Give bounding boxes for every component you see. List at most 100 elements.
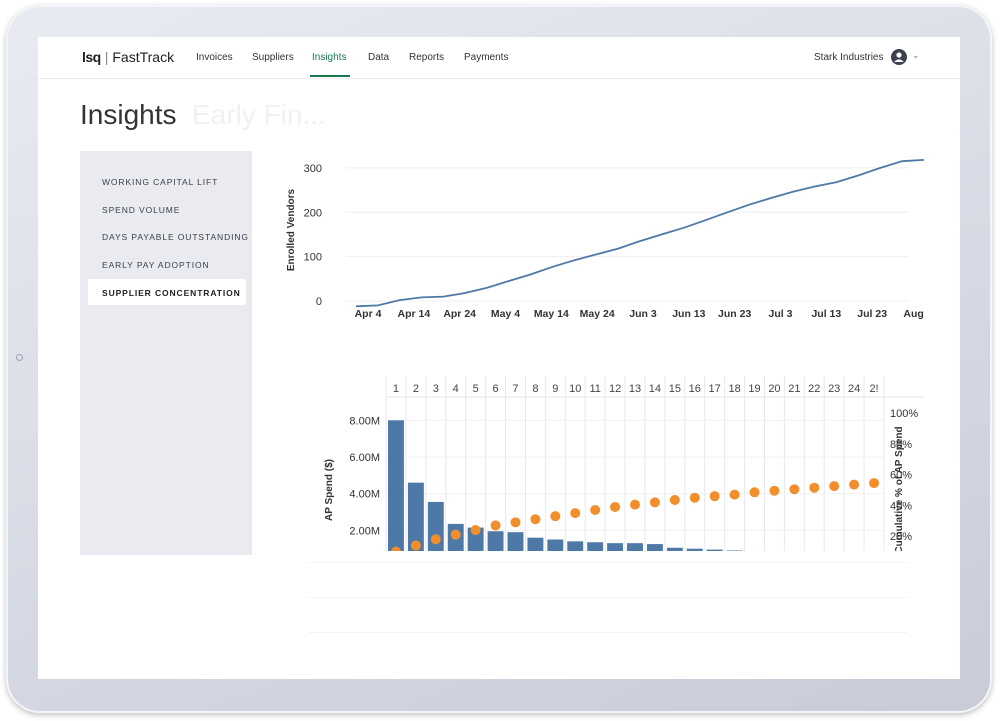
divider (308, 632, 908, 633)
bar-category-label: 9 (552, 383, 558, 395)
line-chart-xtick-label: May 24 (580, 308, 615, 320)
tab-payments[interactable]: Payments (464, 52, 509, 63)
bar-category-label: 1 (393, 383, 399, 395)
line-chart-xtick-label: Apr 14 (397, 308, 430, 320)
insights-sidebar: WORKING CAPITAL LIFT SPEND VOLUME DAYS P… (80, 151, 252, 555)
bar-category-label: 22 (808, 383, 820, 395)
logo-separator: | (104, 49, 109, 65)
ap-spend-bar (388, 420, 404, 551)
sidebar-item-spend-volume[interactable]: SPEND VOLUME (102, 205, 181, 215)
ap-spend-bar (567, 541, 584, 551)
divider (308, 562, 908, 563)
cumulative-percent-dot (809, 482, 820, 493)
bar-category-label: 16 (689, 383, 701, 395)
insights-charts: 0 100 200 300 Enrolled Vendors Apr 4 Apr 14 Apr… (286, 159, 924, 551)
tab-data[interactable]: Data (368, 52, 390, 63)
cumulative-percent-dot (410, 540, 421, 551)
ap-spend-bar (467, 527, 484, 551)
cumulative-percent-dot (470, 525, 481, 536)
cumulative-percent-dot (550, 511, 561, 522)
bar-category-label: 2 (413, 383, 419, 395)
line-chart-xtick-label: Jul 3 (769, 308, 793, 320)
tab-insights[interactable]: Insights (312, 52, 347, 63)
bar-category-label: 3 (433, 383, 439, 395)
ap-spend-bar (706, 549, 723, 551)
line-chart-xtick-label: Apr 24 (443, 308, 476, 320)
ap-spend-bar (407, 482, 424, 551)
bar-category-label: 10 (569, 383, 581, 395)
sidebar-item-early-pay-adoption[interactable]: EARLY PAY ADOPTION (102, 260, 210, 270)
tab-suppliers[interactable]: Suppliers (252, 52, 294, 63)
user-avatar-icon[interactable] (891, 49, 907, 65)
bar-category-label: 11 (589, 383, 600, 395)
cumulative-percent-dot (829, 481, 840, 492)
bar-category-label: 8 (532, 383, 538, 395)
cumulative-percent-dot (450, 529, 461, 540)
cumulative-percent-dot (789, 484, 800, 495)
line-chart-ytick-label: 200 (304, 207, 322, 219)
line-chart-ylabel: Enrolled Vendors (286, 188, 297, 271)
bar-category-label: 4 (453, 383, 459, 395)
cumulative-percent-dot (610, 501, 621, 512)
ap-spend-bar (547, 539, 564, 551)
ap-spend-bar (587, 542, 604, 551)
company-name[interactable]: Stark Industries (814, 52, 884, 63)
cumulative-percent-dot (649, 497, 660, 508)
sidebar-item-supplier-concentration[interactable]: SUPPLIER CONCENTRATION (102, 288, 241, 298)
line-chart-xtick-label: Apr 4 (355, 308, 382, 320)
bar-category-label: 17 (709, 383, 721, 395)
bar-category-label: 6 (492, 383, 498, 395)
ap-spend-bar (527, 537, 544, 551)
tab-reports[interactable]: Reports (409, 52, 445, 63)
cumulative-percent-dot (849, 479, 860, 490)
cumulative-percent-dot (709, 491, 720, 502)
ap-spend-pareto-chart: 1 2 3 4 5 6 7 8 9 10 11 12 13 14 15 16 17 18 19 20 21 22 23 24 2… (324, 376, 924, 551)
cumulative-percent-dot (510, 517, 521, 528)
active-tab-indicator (310, 75, 350, 77)
bar-category-label: 2! (869, 383, 878, 395)
divider (308, 597, 908, 598)
tablet-side-button (16, 354, 23, 361)
bar-chart-ytick-label: 4.00M (349, 489, 380, 501)
bar-chart-y2tick-label: 80% (890, 439, 912, 451)
ap-spend-bar (487, 531, 504, 551)
bar-chart-ytick-label: 8.00M (349, 415, 380, 427)
chevron-down-icon[interactable]: ⌄ (912, 50, 920, 60)
cumulative-percent-dot (390, 546, 401, 551)
bar-chart-y2tick-label: 100% (890, 408, 918, 420)
ghost-subtitle: Early Fin... (192, 99, 326, 130)
page-title: Insights (80, 99, 177, 130)
ap-spend-bar (666, 547, 683, 551)
ap-spend-bar (646, 544, 663, 551)
bar-chart-ytick-label: 6.00M (349, 452, 380, 464)
sidebar-active-highlight (88, 279, 246, 305)
cumulative-percent-dot (430, 534, 441, 545)
bar-chart-ylabel: AP Spend ($) (324, 459, 335, 521)
bar-chart-y2tick-label: 60% (890, 470, 912, 482)
cumulative-percent-dot (729, 489, 740, 500)
ap-spend-bar (726, 550, 743, 551)
line-chart-ytick-label: 0 (316, 296, 322, 308)
bar-category-label: 14 (649, 383, 661, 395)
line-chart-xtick-label: May 14 (534, 308, 569, 320)
bar-category-label: 5 (473, 383, 479, 395)
line-chart-xtick-label: Jun 3 (629, 308, 657, 320)
cumulative-percent-dot (490, 520, 501, 531)
app-logo[interactable]: lsq | FastTrack (82, 49, 174, 65)
bar-category-label: 18 (728, 383, 740, 395)
cumulative-percent-dot (749, 487, 760, 498)
cumulative-percent-dot (869, 478, 880, 489)
cumulative-percent-dot (669, 495, 680, 506)
sidebar-item-days-payable-outstanding[interactable]: DAYS PAYABLE OUTSTANDING (102, 232, 249, 242)
bar-chart-y2label: Cumulative % of AP Spend (894, 426, 905, 551)
sidebar-item-working-capital-lift[interactable]: WORKING CAPITAL LIFT (102, 177, 219, 187)
bar-category-label: 24 (848, 383, 860, 395)
tab-invoices[interactable]: Invoices (196, 52, 233, 63)
logo-brand: lsq (82, 49, 101, 65)
ap-spend-bar (507, 532, 524, 551)
bar-category-label: 15 (669, 383, 681, 395)
line-chart-xtick-label: Jul 13 (811, 308, 841, 320)
bar-chart-y2tick-label: 20% (890, 531, 912, 543)
ap-spend-bar (627, 543, 643, 551)
line-chart-ytick-label: 100 (304, 252, 322, 264)
